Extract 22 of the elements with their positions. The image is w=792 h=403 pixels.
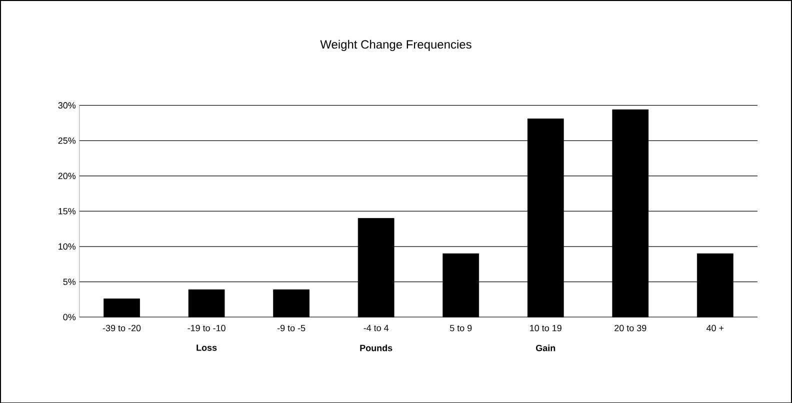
- y-tick-label: 5%: [63, 278, 76, 285]
- x-tick-label: -4 to 4: [364, 324, 389, 331]
- y-tick-label: 15%: [58, 208, 76, 214]
- text: Gain: [536, 344, 556, 351]
- chart-title: Weight Change Frequencies: [320, 40, 472, 51]
- bar: [273, 289, 310, 318]
- bar: [188, 289, 225, 318]
- x-tick-label: 20 to 39: [614, 324, 646, 332]
- y-tick-label: 0%: [63, 314, 76, 320]
- text: Loss: [196, 344, 217, 351]
- text: Pounds: [360, 344, 392, 351]
- bar: [104, 298, 140, 318]
- x-tick-label: 5 to 9: [450, 324, 472, 332]
- y-tick-label: 30%: [58, 102, 76, 108]
- x-tick-label: 10 to 19: [530, 324, 562, 332]
- x-tick-label: -39 to -20: [102, 324, 141, 332]
- x-tick-label: -9 to -5: [277, 324, 306, 332]
- y-tick-label: 20%: [58, 172, 76, 179]
- y-tick-label: 25%: [58, 137, 76, 144]
- x-tick-label: 40 +: [706, 324, 724, 332]
- x-tick-label: -19 to -10: [188, 324, 226, 332]
- y-tick-label: 10%: [58, 243, 76, 250]
